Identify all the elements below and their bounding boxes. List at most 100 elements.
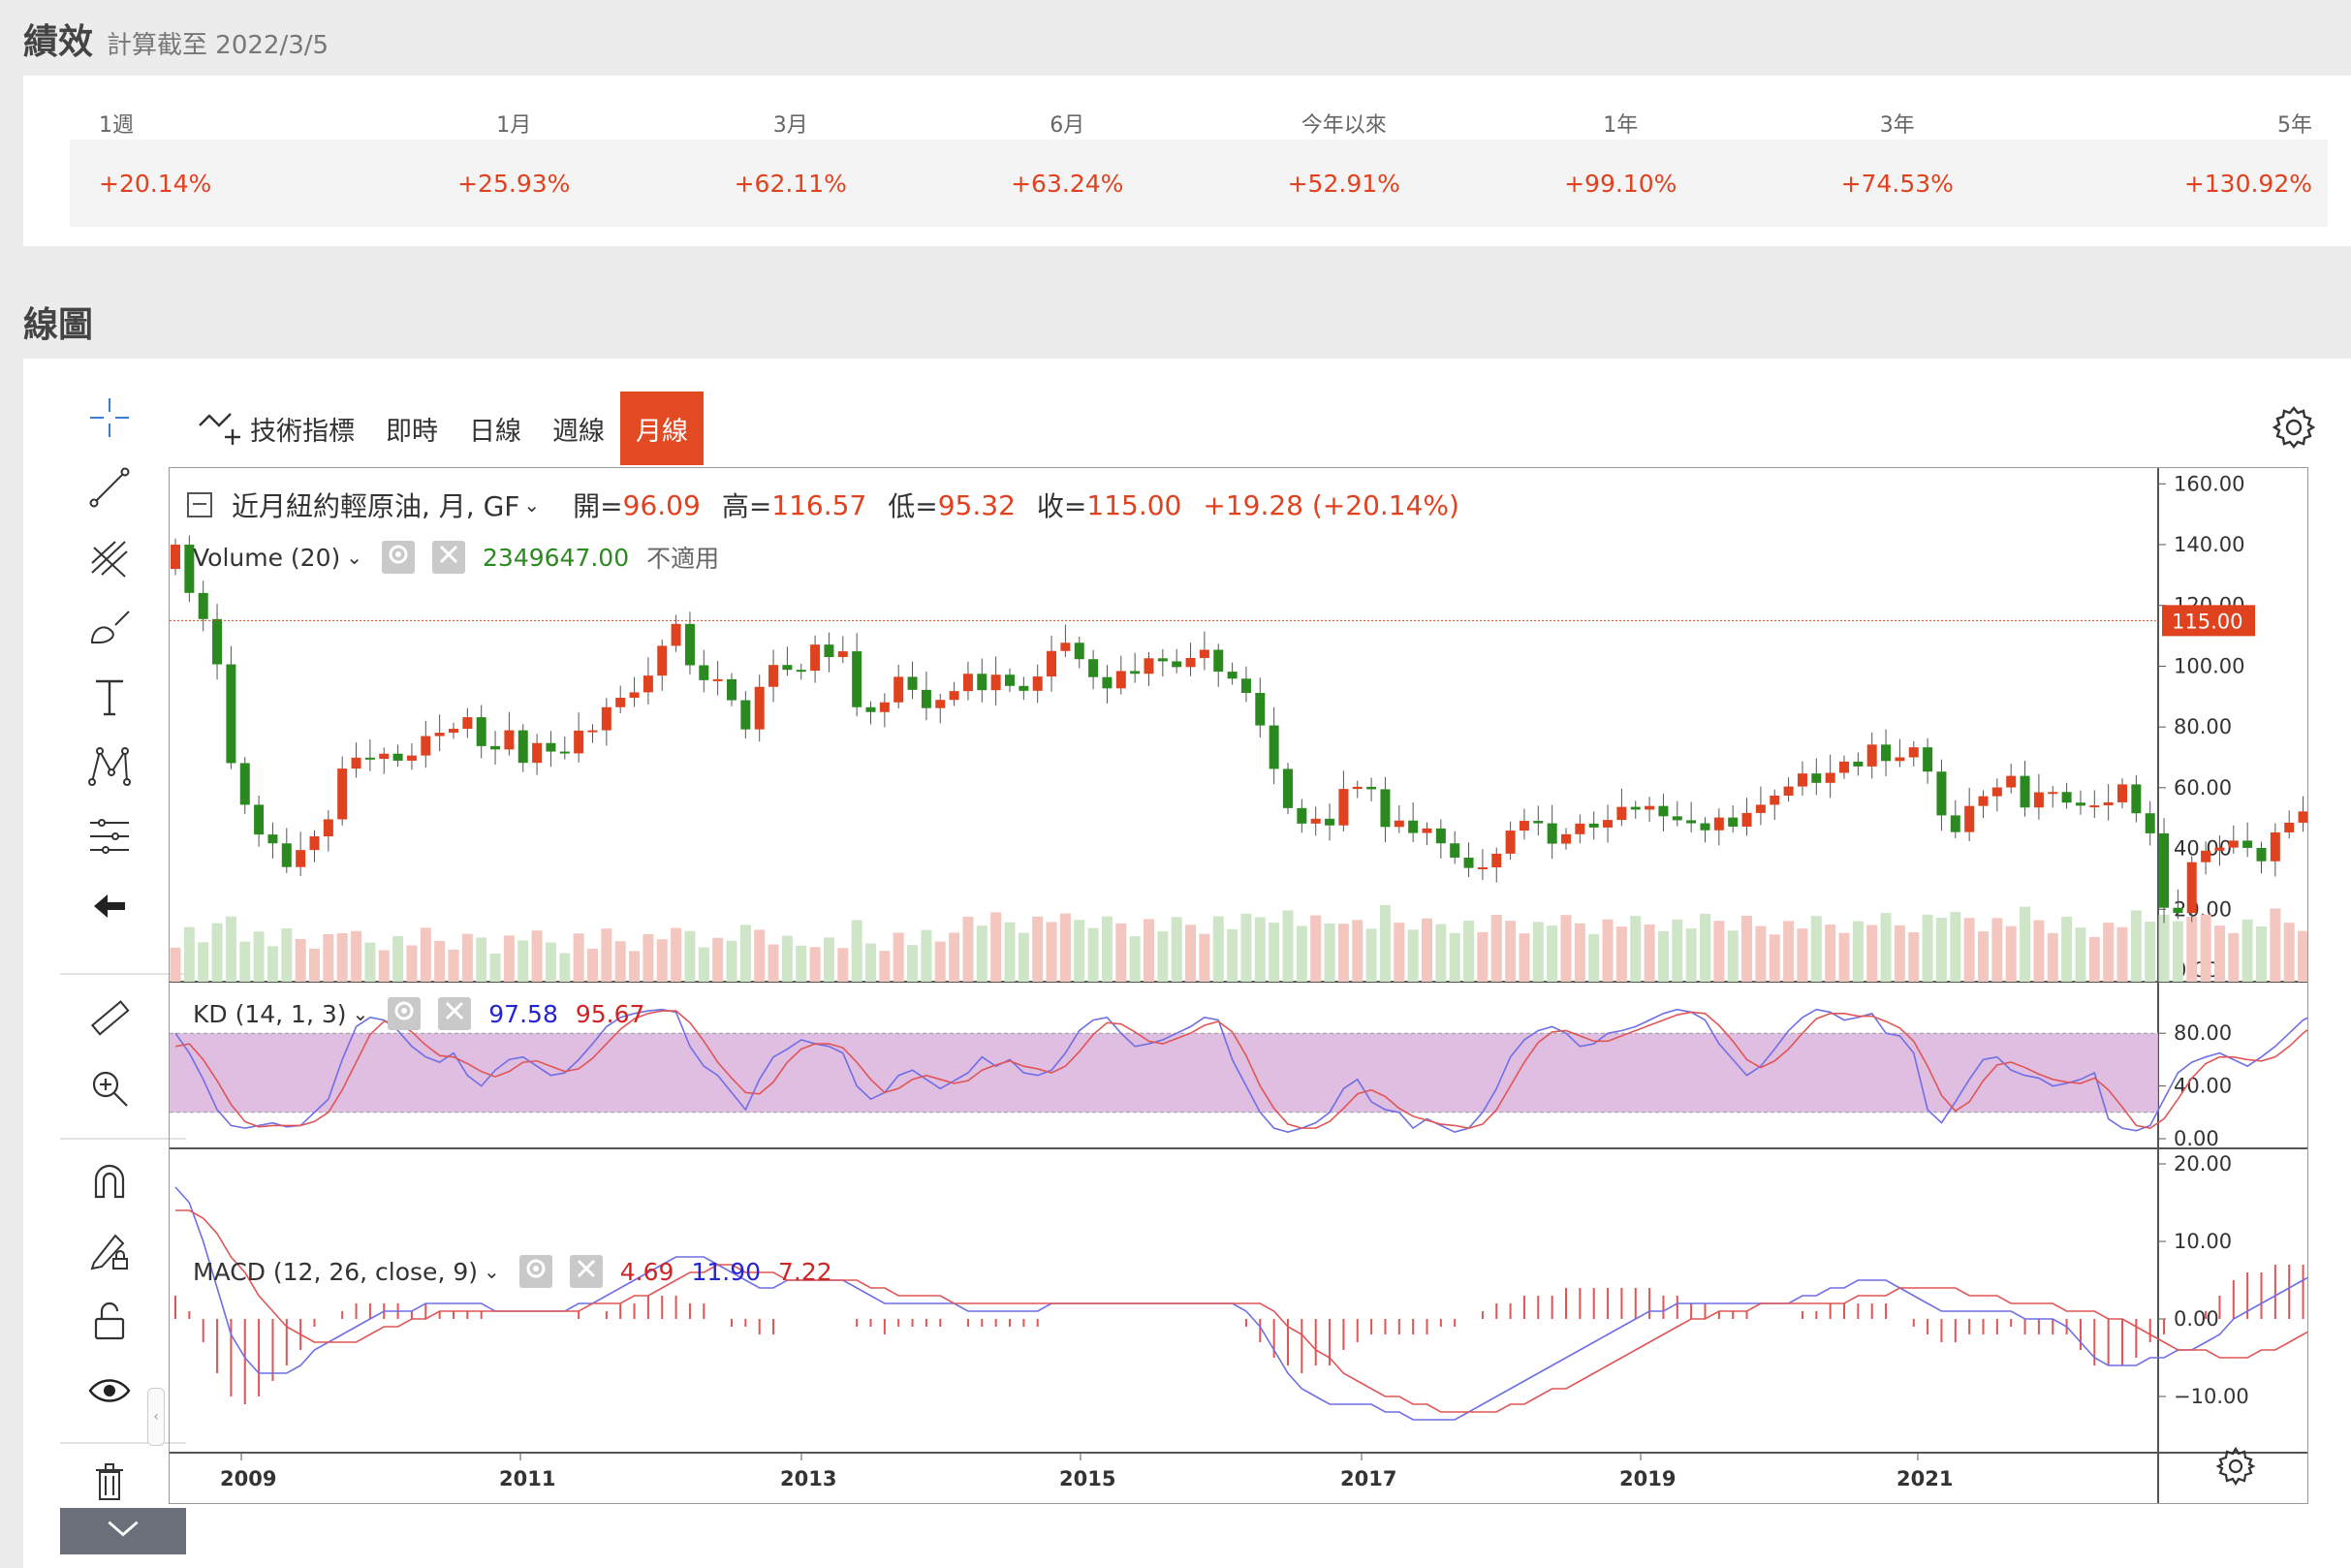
volume-bar [1755, 925, 1767, 982]
tab-realtime[interactable]: 即時 [386, 416, 438, 447]
candle-body [684, 623, 695, 666]
candle-body [559, 751, 570, 754]
volume-bar [1379, 904, 1391, 982]
toolbar-hide-handle[interactable]: ‹ [147, 1388, 165, 1446]
kd-name[interactable]: KD (14, 1, 3) [193, 999, 347, 1028]
zoom-in-tool[interactable] [83, 1064, 136, 1116]
candle-body [893, 676, 904, 703]
volume-bar [1908, 932, 1920, 982]
close-icon [436, 542, 461, 573]
macd-remove-button[interactable] [569, 1255, 603, 1288]
candle-body [1519, 821, 1529, 831]
fib-tool[interactable] [83, 533, 136, 585]
volume-bar [809, 947, 821, 982]
candle-body [337, 768, 348, 820]
trend-line-tool[interactable] [83, 463, 136, 516]
volume-bar [392, 935, 404, 982]
chevron-down-icon[interactable]: ⌄ [484, 1260, 500, 1283]
volume-bar [1700, 913, 1710, 982]
chart-settings-button[interactable] [2270, 403, 2318, 452]
chart-canvas[interactable]: 160.00140.00120.00100.0080.0060.0040.002… [170, 468, 2307, 1503]
volume-bar [1769, 934, 1780, 982]
magnet-tool[interactable] [83, 1157, 136, 1209]
indicators-button[interactable]: 技術指標 [180, 392, 370, 465]
kd-settings-button[interactable] [388, 997, 422, 1030]
volume-bar [2298, 930, 2307, 982]
candle-body [323, 819, 333, 837]
candle-body [1964, 805, 1975, 832]
lock-draw-icon [86, 1228, 133, 1278]
indicators-label: 技術指標 [250, 416, 355, 447]
volume-bar [1727, 930, 1739, 982]
volume-bar [1644, 924, 1655, 982]
delete-drawings-tool[interactable] [83, 1458, 136, 1510]
volume-bar [1532, 922, 1544, 982]
candle-body [574, 730, 584, 754]
candle-body [504, 730, 515, 750]
last-price-badge [2162, 605, 2255, 637]
volume-bar [1394, 923, 1405, 982]
back-button[interactable] [83, 882, 136, 934]
measure-tool[interactable] [83, 812, 136, 864]
low-label: 低= [888, 490, 938, 522]
chevron-down-icon[interactable]: ⌄ [523, 493, 541, 517]
candle-body [1616, 806, 1627, 821]
volume-bar [1032, 916, 1044, 982]
time-axis-settings-button[interactable] [2214, 1445, 2257, 1488]
brush-tool[interactable] [83, 603, 136, 655]
candle-body [1115, 671, 1126, 689]
volume-bar [420, 927, 431, 982]
lock-drawings-tool[interactable] [83, 1227, 136, 1279]
drawing-toolbar: ‹ [23, 359, 186, 1568]
tab-monthly[interactable]: 月線 [620, 392, 704, 465]
collapse-legend-icon[interactable] [187, 492, 212, 517]
volume-bar [2130, 910, 2142, 982]
kd-remove-button[interactable] [438, 997, 472, 1030]
unlock-tool[interactable] [83, 1297, 136, 1349]
candle-body [1811, 773, 1822, 783]
symbol-name[interactable]: 近月紐約輕原油, 月, GF [232, 490, 520, 522]
ruler-tool[interactable] [83, 994, 136, 1047]
macd-name[interactable]: MACD (12, 26, close, 9) [193, 1257, 478, 1286]
volume-name[interactable]: Volume (20) [193, 543, 341, 572]
volume-bar [1171, 917, 1182, 982]
volume-bar [461, 933, 473, 982]
visibility-tool[interactable] [83, 1366, 136, 1419]
time-axis-label: 2015 [1059, 1467, 1115, 1490]
candle-body [1130, 671, 1141, 674]
toolbar-expand-button[interactable] [60, 1508, 186, 1554]
tab-daily[interactable]: 日線 [469, 416, 521, 447]
volume-settings-button[interactable] [382, 541, 416, 574]
candle-body [2159, 832, 2170, 908]
candle-body [990, 674, 1001, 691]
toolbar-divider [60, 1138, 186, 1140]
candle-body [1463, 857, 1474, 868]
volume-bar [1157, 931, 1169, 982]
candle-body [615, 698, 626, 707]
volume-remove-button[interactable] [432, 541, 466, 574]
chevron-down-icon[interactable]: ⌄ [352, 1002, 369, 1025]
open-label: 開= [573, 490, 623, 522]
tab-weekly[interactable]: 週線 [552, 416, 605, 447]
kd-axis-label: 80.00 [2174, 1021, 2232, 1045]
candle-body [309, 836, 320, 851]
candle-body [1157, 658, 1168, 662]
candle-body [239, 763, 250, 805]
main-legend: 近月紐約輕原油, 月, GF ⌄ 開= 96.09 高= 116.57 低= 95.3… [187, 486, 1459, 524]
chevron-down-icon[interactable]: ⌄ [346, 546, 363, 569]
volume-bar [1365, 928, 1377, 982]
candle-body [1269, 725, 1279, 769]
candle-body [2284, 822, 2295, 832]
crosshair-tool[interactable] [83, 393, 136, 446]
candle-body [1603, 820, 1614, 828]
period-return: +20.14% [99, 169, 212, 198]
macd-settings-button[interactable] [518, 1255, 552, 1288]
volume-bar [1490, 914, 1502, 982]
volume-bar [1615, 926, 1627, 982]
volume-bar [351, 930, 362, 982]
chart-area[interactable]: 160.00140.00120.00100.0080.0060.0040.002… [169, 467, 2308, 1504]
pattern-tool[interactable] [83, 742, 136, 795]
text-tool[interactable] [83, 673, 136, 725]
candle-body [1102, 676, 1113, 689]
volume-bar [1046, 922, 1057, 982]
